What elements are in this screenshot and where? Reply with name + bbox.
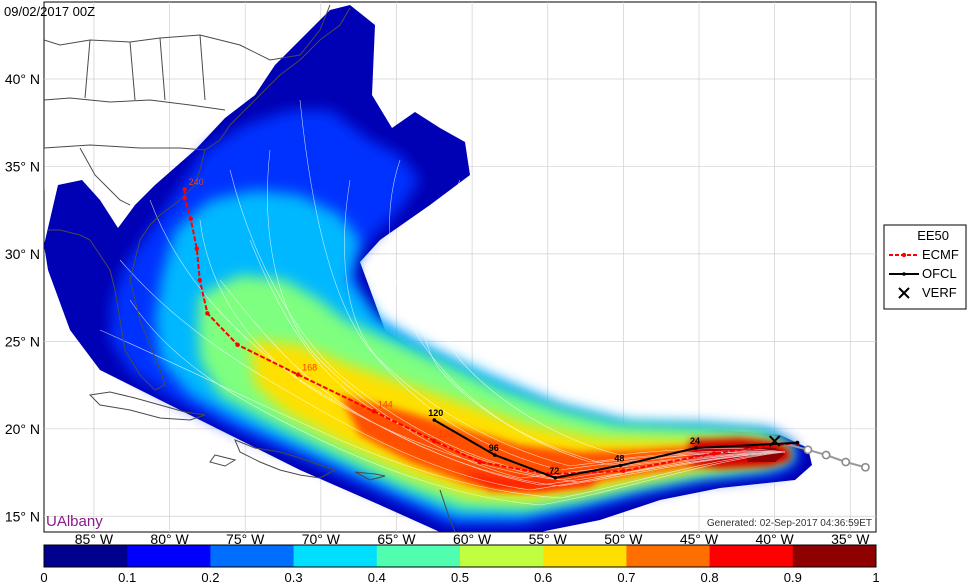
colorbar-frame [43, 544, 877, 568]
lon-label-8: 45° W [680, 531, 719, 547]
ecmf-point [432, 438, 437, 444]
colorbar-cell [210, 545, 295, 567]
lat-label-0: 40° N [5, 71, 40, 87]
lat-label-3: 25° N [5, 333, 40, 349]
ecmf-point [182, 195, 187, 201]
ecmf-point [711, 451, 717, 456]
colorbar-cell [626, 545, 711, 567]
lon-label-3: 70° W [302, 531, 341, 547]
colorbar-cell [709, 545, 794, 567]
ofcl-hour-label: 96 [489, 443, 499, 453]
verf-point [821, 450, 831, 460]
verf-point [861, 462, 870, 472]
legend-label-verf: VERF [922, 285, 957, 300]
ofcl-hour-label: 120 [428, 408, 443, 418]
legend-label-ofcl: OFCL [922, 266, 957, 281]
verf-track-points [803, 445, 870, 472]
ecmf-point [477, 459, 482, 465]
colorbar: 0 0.1 0.2 0.3 0.4 0.5 0.6 0.7 0.8 0.9 1 [40, 544, 880, 584]
ofcl-point [492, 453, 497, 457]
ofcl-point [553, 475, 558, 480]
colorbar-tick-label: 0.3 [285, 570, 303, 584]
lon-label-4: 65° W [377, 531, 416, 547]
lon-label-0: 85° W [75, 531, 114, 547]
ecmf-point [188, 216, 193, 222]
lon-label-1: 80° W [150, 531, 189, 547]
lon-label-6: 55° W [529, 531, 568, 547]
colorbar-cell [293, 545, 378, 567]
colorbar-tick-label: 0.5 [451, 570, 469, 584]
lon-label-10: 35° W [831, 531, 870, 547]
ofcl-point [795, 440, 800, 445]
ecmf-hour-label: 144 [378, 399, 393, 409]
ofcl-hour-label: 48 [614, 454, 624, 464]
legend-item-ee50: EE50 [917, 228, 949, 243]
ofcl-track-points [432, 418, 800, 480]
lat-label-4: 20° N [5, 421, 40, 437]
ofcl-hour-label: 24 [690, 436, 700, 446]
colorbar-cell [543, 545, 627, 567]
watermark-logo: UAlbany [46, 513, 103, 530]
ecmf-point [182, 186, 187, 192]
colorbar-cell [44, 545, 128, 567]
generated-label: Generated: 02-Sep-2017 04:36:59ET [707, 518, 872, 529]
ecmf-hour-label: 168 [302, 363, 317, 373]
legend-item-ecmf: ECMF [889, 247, 959, 262]
ofcl-hour-label: 72 [549, 466, 559, 476]
lon-label-9: 40° W [756, 531, 795, 547]
legend: EE50 ECMF OFCL VERF [883, 224, 967, 310]
ofcl-track-line [433, 419, 798, 479]
colorbar-tick-label: 0 [40, 570, 47, 584]
ecmf-hour-label: 120 [438, 429, 453, 439]
ofcl-point [432, 418, 437, 422]
lat-label-1: 35° N [5, 158, 40, 174]
lat-label-2: 30° N [5, 246, 40, 262]
colorbar-tick-label: 0.4 [368, 570, 386, 584]
ecmf-point [197, 277, 203, 283]
legend-item-verf: VERF [898, 285, 957, 300]
ofcl-point [618, 463, 623, 468]
lon-label-5: 60° W [453, 531, 492, 547]
ecmf-point [295, 372, 301, 377]
colorbar-tick-label: 0.8 [701, 570, 719, 584]
verf-point [841, 457, 851, 467]
colorbar-cell [460, 545, 544, 567]
colorbar-cell [792, 545, 877, 567]
datetime-label: 09/02/2017 00Z [4, 4, 95, 19]
colorbar-cell [376, 545, 461, 567]
verf-initial-marker [768, 435, 781, 447]
ecmf-hour-label: 240 [189, 177, 204, 187]
colorbar-cell [127, 545, 211, 567]
ecmf-point [205, 311, 210, 316]
legend-item-ofcl: OFCL [889, 266, 957, 281]
colorbar-tick-label: 1 [872, 570, 879, 584]
colorbar-cells [44, 545, 877, 567]
verf-point [803, 445, 813, 455]
ecmf-point [194, 246, 199, 251]
legend-label-ee50: EE50 [917, 228, 949, 243]
colorbar-tick-label: 0.6 [534, 570, 552, 584]
ecmf-hour-labels: 96 120 144 168 240 [189, 177, 562, 472]
lat-label-5: 15° N [5, 508, 40, 524]
colorbar-tick-label: 0.1 [118, 570, 136, 584]
verf-x-marker [768, 435, 781, 447]
legend-label-ecmf: ECMF [922, 247, 959, 262]
latitude-axis-labels: 40° N 35° N 30° N 25° N 20° N 15° N [5, 71, 40, 524]
colorbar-tick-label: 0.2 [201, 570, 219, 584]
legend-box [883, 224, 967, 310]
ofcl-point [694, 446, 698, 450]
lon-label-2: 75° W [226, 531, 265, 547]
ecmf-hour-label: 96 [552, 462, 562, 472]
colorbar-tick-label: 0.9 [784, 570, 802, 584]
ecmf-point [235, 342, 240, 348]
colorbar-tick-labels: 0 0.1 0.2 0.3 0.4 0.5 0.6 0.7 0.8 0.9 1 [40, 570, 879, 584]
lon-label-7: 50° W [604, 531, 643, 547]
colorbar-tick-label: 0.7 [617, 570, 635, 584]
longitude-axis-labels: 85° W 80° W 75° W 70° W 65° W 60° W 55° W 50° W… [75, 531, 870, 547]
ecmf-point [371, 409, 376, 414]
coastlines [44, 4, 456, 532]
ecmf-point [621, 468, 626, 473]
